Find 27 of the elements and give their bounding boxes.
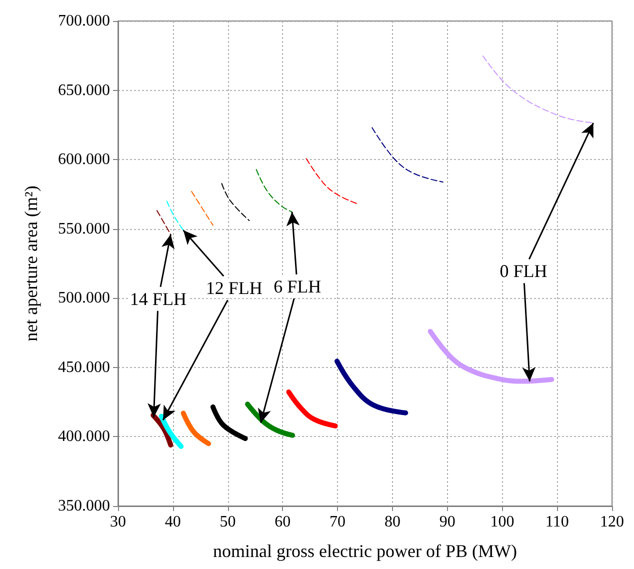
line-series <box>256 169 292 212</box>
annotation: 0 FLH <box>500 261 548 282</box>
x-tick-label: 120 <box>600 514 624 530</box>
annotation: 12 FLH <box>206 278 262 298</box>
y-tick-label: 350.000 <box>58 498 110 514</box>
x-tick-label: 100 <box>490 514 514 530</box>
y-axis-title: net aperture area (m²) <box>21 186 41 342</box>
x-tick-label: 30 <box>110 514 126 530</box>
y-tick-label: 400.000 <box>58 428 110 446</box>
x-tick-label: 110 <box>545 514 569 530</box>
annotation: 14 FLH <box>130 288 186 309</box>
y-tick-label: 650.000 <box>58 82 110 99</box>
line-series <box>372 127 444 183</box>
x-axis-title: nominal gross electric power of PB (MW) <box>213 541 517 561</box>
y-tick-label: 500.000 <box>58 290 110 307</box>
x-tick-label: 80 <box>384 514 400 530</box>
x-tick-label: 70 <box>330 514 346 530</box>
x-tick-label: 50 <box>220 514 236 530</box>
annotation: 6 FLH <box>274 276 322 296</box>
line-series <box>306 158 358 204</box>
x-tick-label: 60 <box>274 514 291 530</box>
y-tick-label: 700.000 <box>58 12 110 30</box>
y-tick-label: 600.000 <box>58 151 110 168</box>
x-tick-label: 90 <box>439 514 456 530</box>
y-tick-label: 550.000 <box>58 220 110 238</box>
x-tick-label: 40 <box>164 514 181 530</box>
y-tick-label: 450.000 <box>58 358 110 376</box>
